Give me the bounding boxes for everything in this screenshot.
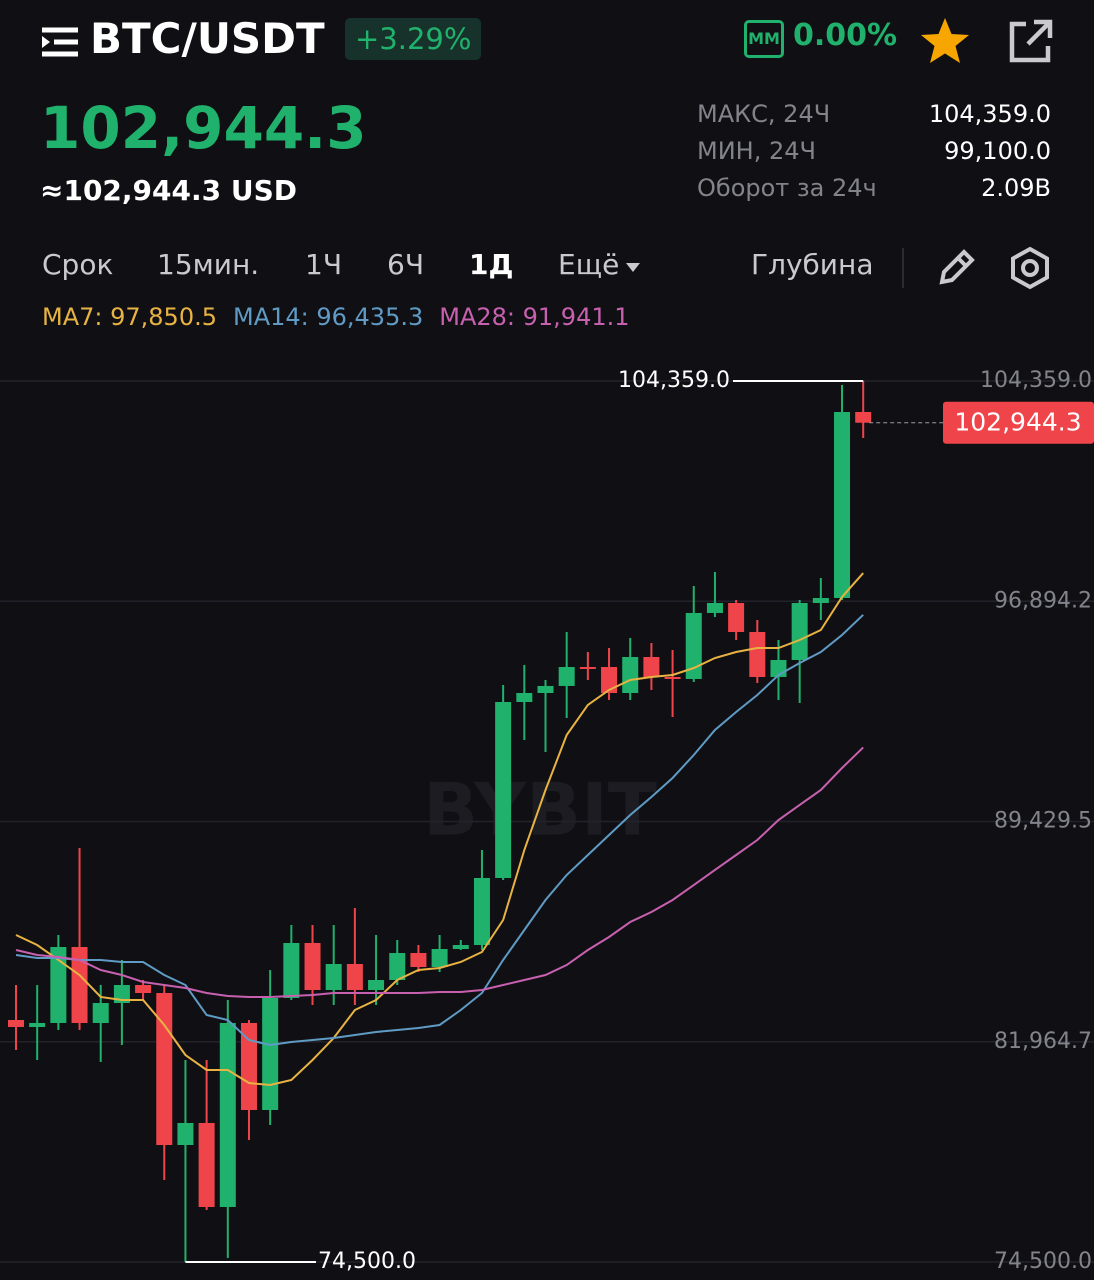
price-tag-label: 102,944.3: [954, 408, 1081, 437]
candle-body: [368, 979, 385, 990]
timeframe-tab[interactable]: 1Д: [469, 248, 514, 281]
pair[interactable]: BTC/USDT: [90, 14, 325, 63]
candle-body: [516, 693, 533, 703]
settings-icon[interactable]: [1008, 246, 1052, 290]
timeframe-tab[interactable]: Ещё: [558, 248, 620, 281]
timeframe-tab[interactable]: 1Ч: [305, 248, 343, 281]
draw-icon[interactable]: [936, 248, 976, 288]
y-tick-label: 96,894.2: [994, 588, 1092, 613]
ma-legend: MA7: 97,850.5 MA14: 96,435.3 MA28: 91,941.…: [42, 303, 646, 331]
mm-value: 0.00%: [793, 18, 898, 53]
candle-body: [177, 1122, 194, 1146]
candle-body: [834, 412, 851, 598]
candle-body: [92, 1003, 109, 1023]
candle-body: [29, 1022, 46, 1028]
candle-body: [537, 685, 554, 694]
ma-line: [15, 572, 864, 1087]
favorite-star[interactable]: [918, 15, 972, 67]
y-tick-label: 74,500.0: [994, 1249, 1092, 1274]
candle-body: [643, 657, 660, 677]
candle-body: [135, 985, 152, 994]
usd-price: ≈102,944.3 USD: [40, 174, 298, 207]
candle-body: [8, 1020, 24, 1028]
stat-label: Оборот за 24ч: [697, 174, 877, 202]
candle-body: [855, 412, 872, 423]
menu-icon[interactable]: [40, 26, 80, 58]
candle-body: [389, 952, 406, 980]
depth-tab[interactable]: Глубина: [751, 248, 874, 281]
dropdown-caret[interactable]: [626, 263, 640, 273]
candle-body: [431, 949, 448, 968]
candle-body: [664, 676, 681, 679]
divider: [902, 248, 904, 288]
y-tick-label: 81,964.7: [994, 1029, 1092, 1054]
legend-entry: MA7: 97,850.5: [42, 303, 217, 331]
timeframe-tab: Срок: [42, 248, 114, 281]
candle-body: [579, 667, 596, 670]
legend-entry: MA14: 96,435.3: [232, 303, 424, 331]
y-tick-label: 104,359.0: [980, 368, 1092, 393]
candle-body: [325, 964, 342, 990]
candle-body: [346, 964, 363, 990]
candle-body: [219, 1022, 236, 1207]
change-badge: +3.29%: [345, 18, 482, 60]
stat-value: 104,359.0: [928, 100, 1051, 128]
candle-body: [410, 952, 427, 968]
candle-body: [473, 877, 490, 945]
low-marker-label: 74,500.0: [318, 1249, 416, 1274]
candle-body: [71, 947, 88, 1023]
candle-body: [791, 603, 808, 660]
watermark: BYBIT: [423, 768, 657, 852]
candle-body: [452, 944, 469, 950]
high-marker-label: 104,359.0: [618, 368, 730, 393]
stat-label: МАКС, 24Ч: [697, 100, 831, 128]
mm-badge[interactable]: ММ: [744, 20, 784, 58]
candle-body: [156, 993, 173, 1146]
y-tick-label: 89,429.5: [994, 809, 1092, 834]
price-tag: [943, 401, 1094, 444]
ma-line: [15, 614, 864, 1047]
share-icon[interactable]: [1006, 18, 1054, 66]
timeframe-tab[interactable]: 6Ч: [387, 248, 425, 281]
candle-body: [558, 667, 575, 686]
candle-body: [685, 612, 702, 679]
ma-line: [15, 746, 864, 998]
candle-body: [495, 702, 512, 878]
candle-body: [622, 657, 639, 694]
stat-label: МИН, 24Ч: [697, 137, 816, 165]
candle-body: [262, 997, 279, 1111]
last-price: 102,944.3: [40, 94, 367, 162]
candle-body: [728, 603, 745, 632]
candle-body: [240, 1022, 257, 1111]
candle-body: [50, 947, 67, 1023]
candle-body: [283, 942, 300, 998]
candle-body: [749, 631, 766, 677]
candle-body: [304, 942, 321, 990]
candle-body: [706, 603, 723, 613]
stat-value: 2.09B: [981, 174, 1051, 202]
timeframe-tab[interactable]: 15мин.: [157, 248, 260, 281]
candle-body: [601, 667, 618, 694]
stat-value: 99,100.0: [944, 137, 1051, 165]
legend-entry: MA28: 91,941.1: [439, 303, 630, 331]
candle-body: [198, 1122, 215, 1207]
candle-body: [812, 597, 829, 604]
